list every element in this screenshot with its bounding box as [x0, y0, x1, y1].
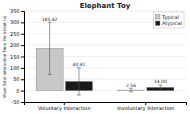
y-tick-mark: [21, 79, 24, 80]
y-tick-mark: [21, 34, 24, 35]
y-tick: 200: [10, 42, 24, 48]
y-tick: 0: [16, 88, 24, 94]
legend-swatch: [155, 15, 160, 20]
legend-item: Atypical: [155, 20, 182, 27]
y-tick-mark: [21, 68, 24, 69]
y-tick-label: 200: [10, 42, 20, 48]
data-label: 185.42: [42, 17, 58, 22]
grid-line: [24, 11, 186, 12]
y-tick-label: 100: [10, 65, 20, 71]
y-tick-mark: [21, 22, 24, 23]
data-label: 40.41: [73, 62, 86, 67]
y-tick-mark: [21, 45, 24, 46]
error-bar: [77, 68, 81, 95]
y-tick: 350: [10, 8, 24, 14]
marks: [36, 22, 174, 95]
y-tick-label: 50: [13, 76, 19, 82]
plot-area: -50 0 50 100 150 200 250 300 350 Voluntary Intera…: [10, 8, 187, 112]
y-tick: -50: [11, 99, 24, 105]
y-tick: 250: [10, 31, 24, 37]
error-bar: [158, 85, 162, 90]
title: Elephant Toy: [80, 2, 131, 10]
y-tick: 150: [10, 54, 24, 60]
y-tick: 50: [13, 76, 24, 82]
y-tick-mark: [21, 57, 24, 58]
y-tick: 300: [10, 19, 24, 25]
grid-line: [24, 33, 186, 34]
error-bar: [129, 88, 133, 92]
x-tick-label: Involuntary Interaction: [117, 105, 174, 112]
x-axis: Voluntary Interaction Involuntary Interac…: [25, 102, 187, 112]
y-axis-line: [21, 12, 25, 103]
bar-series: [36, 22, 144, 92]
legend-swatch: [155, 21, 160, 26]
y-axis: -50 0 50 100 150 200 250 300 350: [10, 8, 25, 105]
y-tick-mark: [21, 102, 24, 103]
chart: -50 0 50 100 150 200 250 300 350 Voluntary Intera…: [0, 0, 190, 114]
y-tick-label: 350: [10, 8, 20, 14]
y-tick-mark: [21, 91, 24, 92]
y-tick-mark: [21, 11, 24, 12]
x-tick: Voluntary Interaction: [38, 102, 91, 112]
legend-label: Atypical: [162, 20, 182, 27]
x-tick-label: Voluntary Interaction: [38, 105, 91, 112]
y-tick-label: 0: [16, 88, 19, 94]
y-axis-title: Mean Total Interaction Time Per Infant (…: [2, 15, 7, 98]
data-label: 14.00: [154, 79, 167, 84]
legend: TypicalAtypical: [153, 12, 184, 28]
bar-series: [65, 68, 173, 95]
x-tick: Involuntary Interaction: [117, 102, 174, 112]
y-tick-label: -50: [11, 99, 19, 105]
y-tick-label: 300: [10, 19, 20, 25]
grid: [24, 11, 186, 102]
error-bar: [48, 22, 52, 74]
y-tick: 100: [10, 65, 24, 71]
y-tick-label: 250: [10, 31, 20, 37]
grid-line: [24, 45, 186, 46]
y-tick-label: 150: [10, 54, 20, 60]
data-label: 2.56: [126, 83, 136, 88]
data-labels: 185.42 2.56 40.41 14.00: [42, 17, 167, 88]
legend-frame: [153, 12, 184, 28]
